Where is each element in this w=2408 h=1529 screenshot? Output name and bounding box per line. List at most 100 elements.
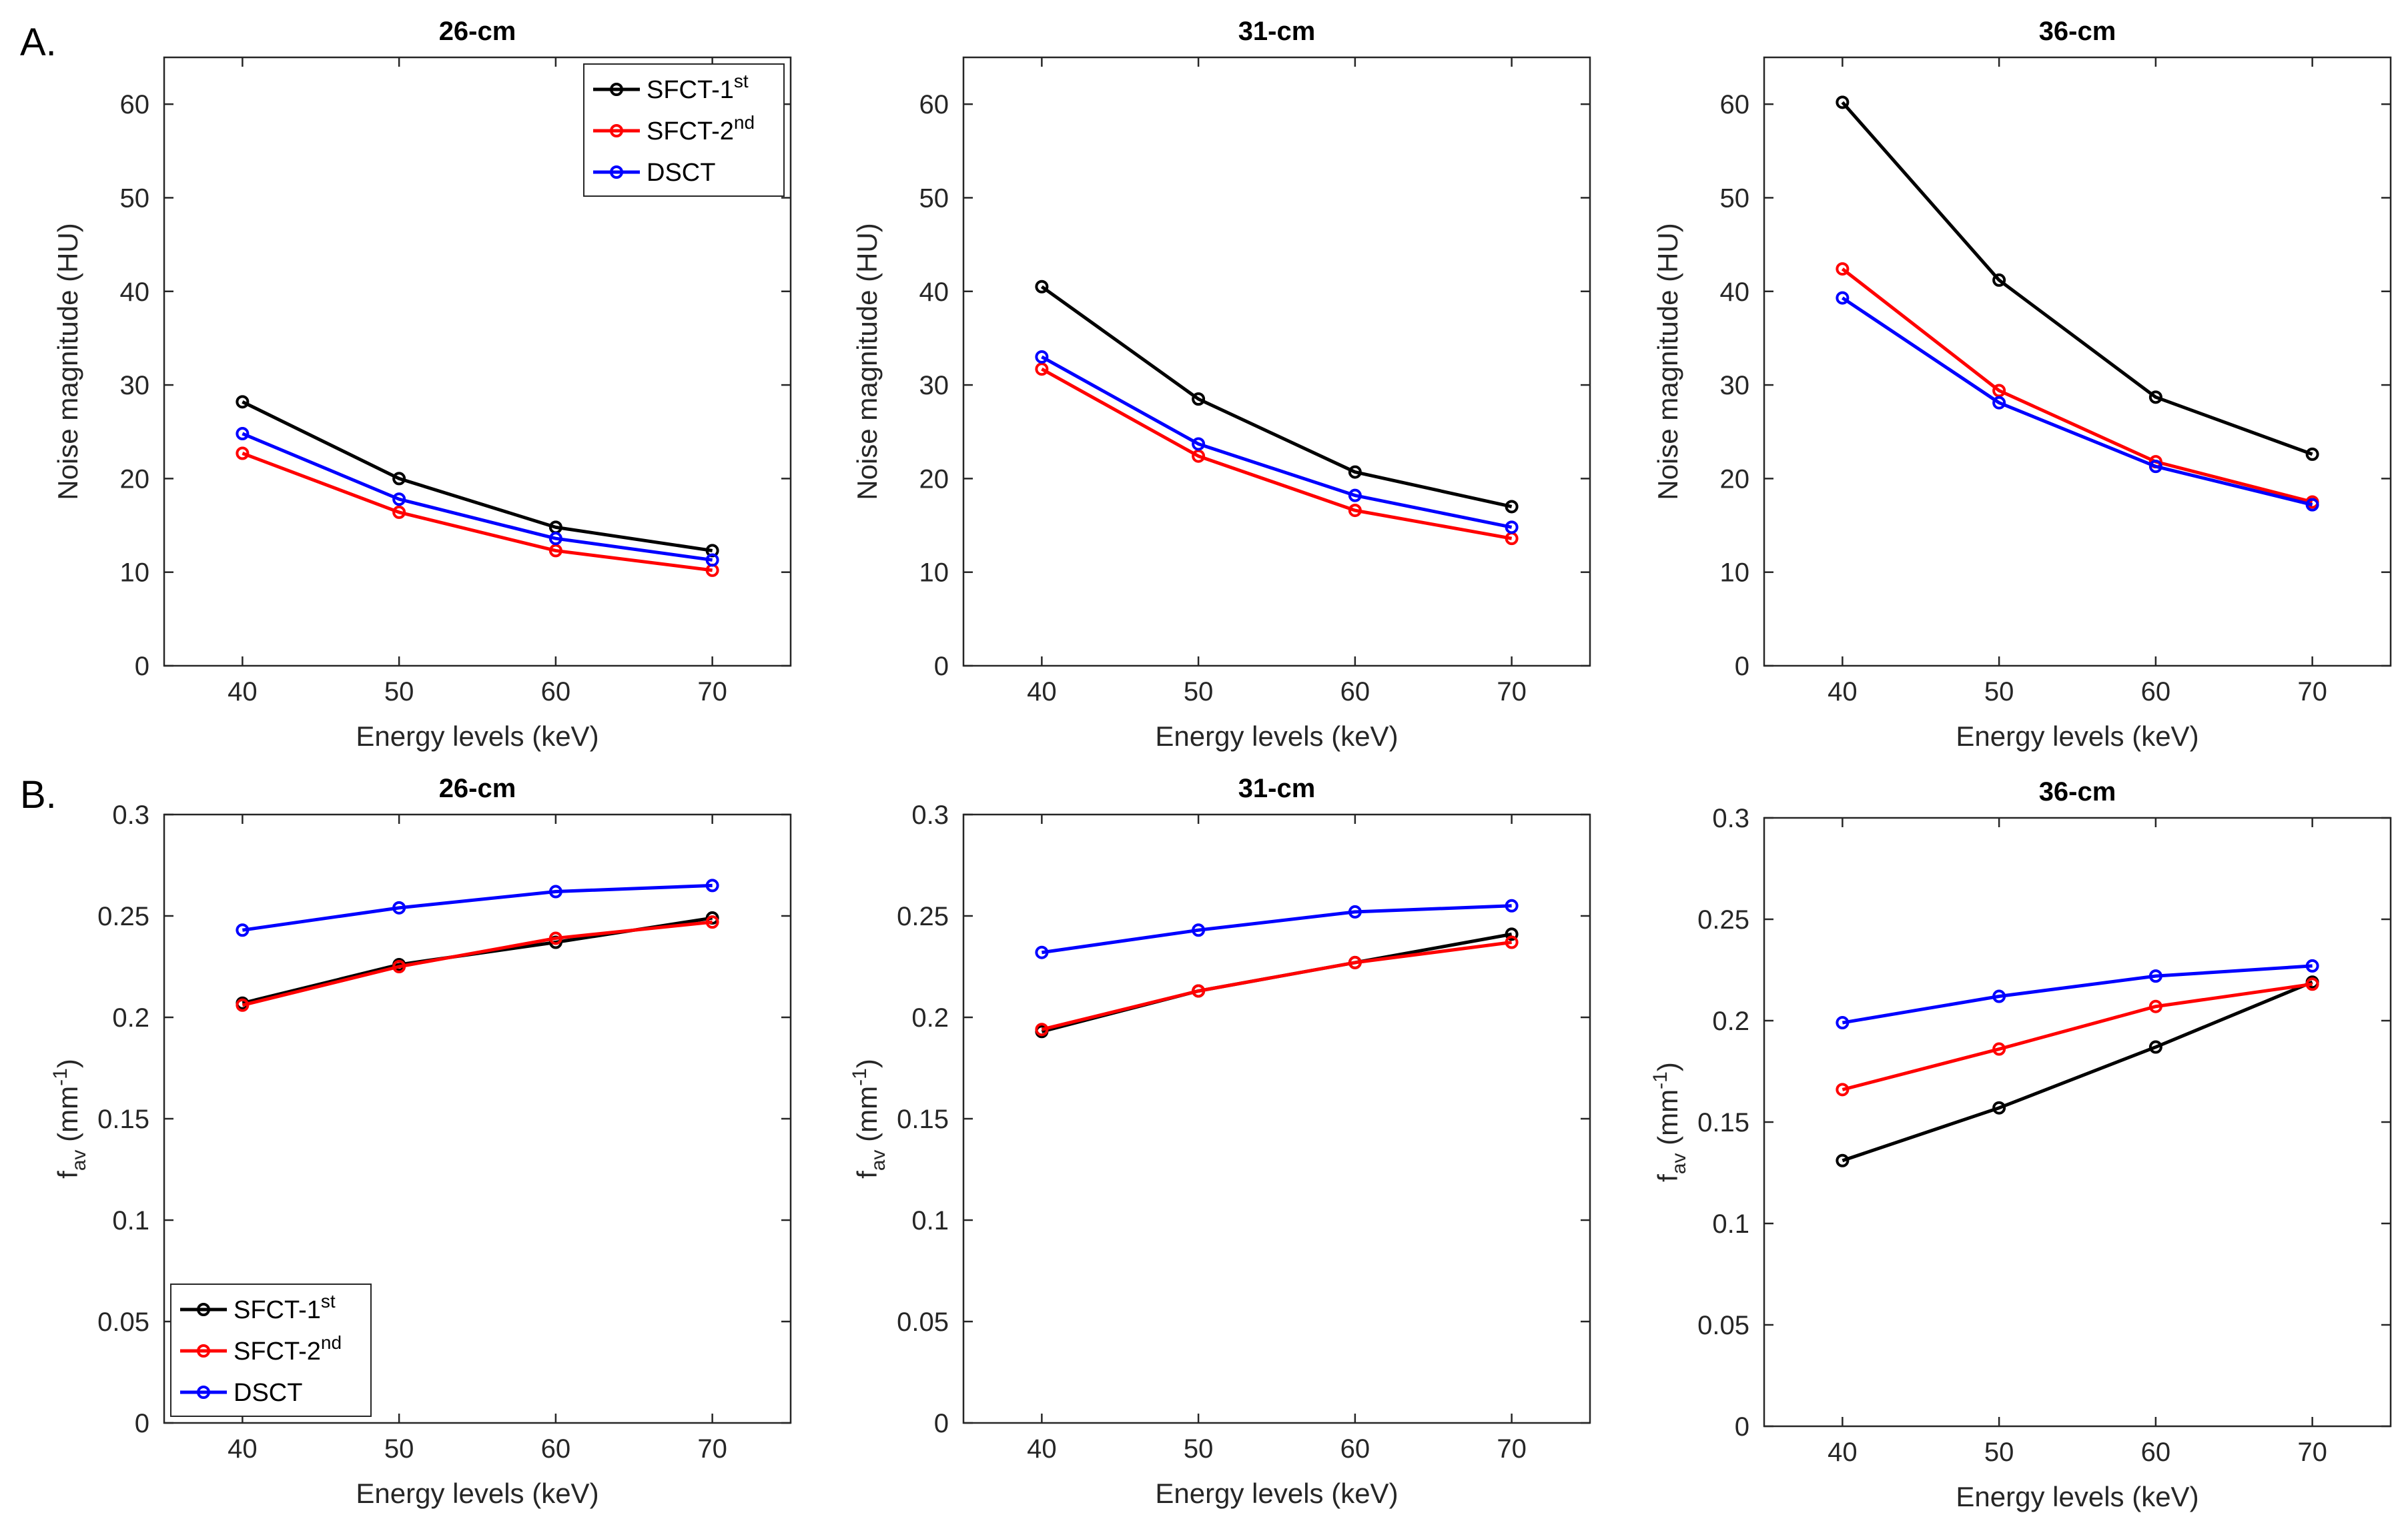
data-point-sfct-1st <box>1836 95 1850 109</box>
data-point-sfct-1st <box>2305 447 2319 461</box>
y-tick-label: 0.25 <box>97 902 149 931</box>
data-point-dsct <box>236 427 250 441</box>
y-tick-label: 60 <box>1720 90 1750 119</box>
chart-title: 31-cm <box>1238 17 1316 46</box>
series-line-sfct-1st <box>1842 980 2313 1163</box>
plot-frame <box>1763 817 2392 1428</box>
y-tick-label: 0.1 <box>911 1206 949 1235</box>
panel-label-b: B. <box>20 773 57 817</box>
y-tick-label: 0.3 <box>112 801 149 830</box>
data-point-sfct-2nd <box>1836 1083 1850 1097</box>
x-axis-label: Energy levels (keV) <box>356 720 598 752</box>
legend-swatch-marker <box>197 1386 210 1399</box>
series-line-dsct <box>1841 296 2313 507</box>
data-point-sfct-1st <box>1992 1101 2006 1115</box>
data-point-dsct <box>1035 350 1049 364</box>
data-point-dsct <box>1348 488 1362 502</box>
x-tick-label: 40 <box>228 677 258 706</box>
y-axis-label: fav (mm-1) <box>49 1059 90 1179</box>
x-axis-label: Energy levels (keV) <box>1155 720 1398 752</box>
y-tick-label: 0.3 <box>911 801 949 830</box>
y-tick-label: 0.05 <box>897 1308 949 1337</box>
y-tick-label: 10 <box>120 558 150 588</box>
data-point-dsct <box>548 532 562 546</box>
data-point-sfct-2nd <box>1348 504 1362 518</box>
data-point-dsct <box>236 923 250 937</box>
y-tick-label: 0 <box>934 1409 949 1438</box>
y-tick-label: 0.05 <box>1697 1311 1749 1340</box>
series-line-sfct-2nd <box>1842 982 2313 1091</box>
series-line-dsct <box>1041 355 1513 529</box>
data-point-dsct <box>1992 989 2006 1003</box>
y-tick-label: 0.2 <box>1712 1007 1749 1036</box>
data-point-sfct-2nd <box>1348 955 1362 969</box>
x-tick-label: 50 <box>1184 1434 1214 1464</box>
y-tick-label: 0.05 <box>97 1308 149 1337</box>
series-line-sfct-1st <box>1041 932 1513 1033</box>
legend-swatch-marker <box>197 1344 210 1358</box>
y-tick-label: 0.2 <box>911 1003 949 1033</box>
x-tick-label: 40 <box>228 1434 258 1464</box>
data-point-dsct <box>392 492 406 506</box>
x-tick-label: 70 <box>697 1434 727 1464</box>
x-tick-label: 70 <box>1497 1434 1527 1464</box>
x-tick-label: 40 <box>1828 677 1858 706</box>
x-tick-label: 50 <box>1184 677 1214 706</box>
data-point-sfct-1st <box>1505 500 1519 514</box>
legend-swatch-marker <box>610 165 623 179</box>
data-point-dsct <box>2305 498 2319 512</box>
legend: SFCT-1st SFCT-2nd DSCT <box>170 1284 372 1417</box>
y-tick-label: 20 <box>1720 464 1750 494</box>
x-tick-label: 50 <box>1984 1438 2014 1467</box>
x-tick-label: 60 <box>2141 1438 2171 1467</box>
data-point-dsct <box>705 879 719 893</box>
series-line-dsct <box>242 883 713 932</box>
chart-title: 31-cm <box>1238 774 1316 803</box>
data-point-sfct-1st <box>392 472 406 486</box>
data-point-sfct-2nd <box>548 544 562 558</box>
y-tick-label: 50 <box>919 183 949 213</box>
series-line-sfct-1st <box>242 400 713 552</box>
series-line-sfct-2nd <box>242 920 713 1007</box>
data-point-dsct <box>1035 945 1049 959</box>
data-point-sfct-1st <box>1192 392 1206 406</box>
x-axis-label: Energy levels (keV) <box>1155 1478 1398 1509</box>
y-tick-label: 0 <box>135 652 149 681</box>
x-axis-label: Energy levels (keV) <box>1956 720 2198 752</box>
data-point-sfct-2nd <box>1992 1042 2006 1056</box>
series-line-sfct-2nd <box>242 452 713 572</box>
plot-frame <box>962 56 1591 667</box>
x-tick-label: 50 <box>384 1434 414 1464</box>
y-axis-label: Noise magnitude (HU) <box>52 223 83 500</box>
chart-panel-4: 40 50 60 70 0 0.05 0.1 0.15 0.2 0.25 0.3 26-cm Energ… <box>49 774 792 1509</box>
data-point-sfct-2nd <box>1836 262 1850 276</box>
panel-label-a: A. <box>20 21 57 64</box>
data-point-sfct-1st <box>2148 390 2162 404</box>
data-point-sfct-1st <box>236 395 250 409</box>
x-tick-label: 50 <box>384 677 414 706</box>
x-tick-label: 40 <box>1828 1438 1858 1467</box>
series-line-dsct <box>1842 964 2313 1025</box>
y-tick-label: 40 <box>919 278 949 307</box>
x-tick-label: 60 <box>1340 677 1370 706</box>
data-point-dsct <box>1992 396 2006 410</box>
legend-label: DSCT <box>234 1379 302 1407</box>
data-point-dsct <box>1836 291 1850 305</box>
y-tick-label: 0.1 <box>1712 1209 1749 1239</box>
y-axis-label: Noise magnitude (HU) <box>851 223 883 500</box>
chart-title: 36-cm <box>2039 17 2116 46</box>
data-point-sfct-2nd <box>236 998 250 1012</box>
y-tick-label: 0.15 <box>1697 1108 1749 1137</box>
series-line-sfct-1st <box>1841 101 2313 456</box>
x-tick-label: 40 <box>1027 677 1057 706</box>
data-point-sfct-2nd <box>236 446 250 460</box>
x-tick-label: 50 <box>1984 677 2014 706</box>
y-axis-label: Noise magnitude (HU) <box>1652 223 1683 500</box>
x-tick-label: 60 <box>541 677 571 706</box>
chart-title: 36-cm <box>2039 777 2116 807</box>
x-axis-label: Energy levels (keV) <box>1956 1481 2198 1512</box>
y-tick-label: 60 <box>120 90 150 119</box>
y-tick-label: 10 <box>1720 558 1750 588</box>
data-point-sfct-1st <box>1348 465 1362 479</box>
